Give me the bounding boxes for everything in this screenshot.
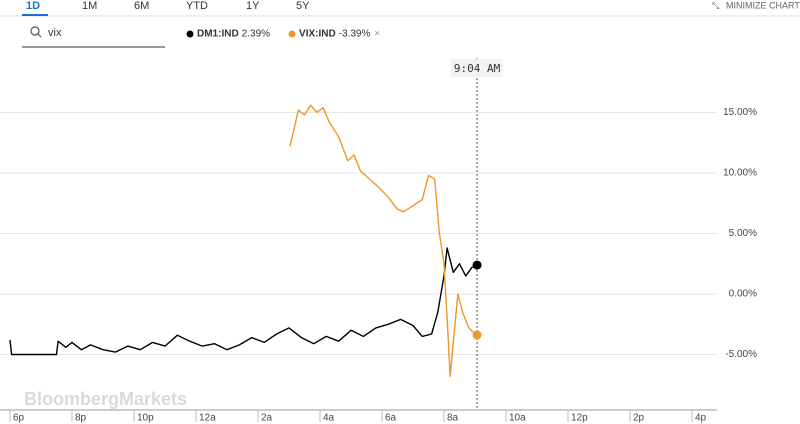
x-tick-label: 2a — [261, 413, 273, 424]
legend-name[interactable]: VIX:IND — [299, 29, 336, 40]
crosshair-label: 9:04 AM — [454, 62, 501, 75]
x-tick-label: 6p — [13, 413, 25, 424]
y-tick-label: -5.00% — [725, 349, 757, 360]
legend-marker — [288, 30, 296, 38]
range-tab[interactable]: 1M — [82, 0, 97, 12]
legend-remove[interactable]: × — [374, 29, 380, 40]
range-tab[interactable]: 1D — [26, 0, 40, 12]
x-tick-label: 10a — [509, 413, 526, 424]
minimize-icon[interactable]: ⤡ — [712, 0, 719, 10]
x-tick-label: 4p — [695, 413, 707, 424]
x-tick-label: 12a — [199, 413, 216, 424]
x-tick-label: 6a — [385, 413, 397, 424]
legend-name[interactable]: DM1:IND — [197, 29, 239, 40]
x-tick-label: 10p — [137, 413, 154, 424]
search-input[interactable]: vix — [48, 27, 62, 39]
watermark: BloombergMarkets — [24, 389, 187, 409]
legend-change: 2.39% — [242, 29, 270, 40]
range-tab[interactable]: 5Y — [296, 0, 310, 12]
x-tick-label: 2p — [633, 413, 645, 424]
legend-marker — [186, 30, 194, 38]
last-point — [472, 260, 482, 270]
legend-change: -3.39% — [339, 29, 371, 40]
range-tab[interactable]: YTD — [186, 0, 208, 12]
x-tick-label: 8a — [447, 413, 459, 424]
search-icon — [30, 26, 42, 38]
x-tick-label: 4a — [323, 413, 335, 424]
crosshair-label-bg — [451, 59, 504, 77]
series-line — [289, 104, 478, 377]
last-point — [472, 330, 482, 340]
y-tick-label: 15.00% — [723, 107, 757, 118]
series-line — [9, 247, 478, 356]
y-tick-label: 5.00% — [729, 228, 757, 239]
range-tab[interactable]: 6M — [134, 0, 149, 12]
x-tick-label: 8p — [75, 413, 87, 424]
minimize-chart[interactable]: MINIMIZE CHART — [726, 0, 800, 10]
y-tick-label: 0.00% — [729, 289, 757, 300]
y-tick-label: 10.00% — [723, 168, 757, 179]
x-tick-label: 12p — [571, 413, 588, 424]
range-tab[interactable]: 1Y — [246, 0, 260, 12]
